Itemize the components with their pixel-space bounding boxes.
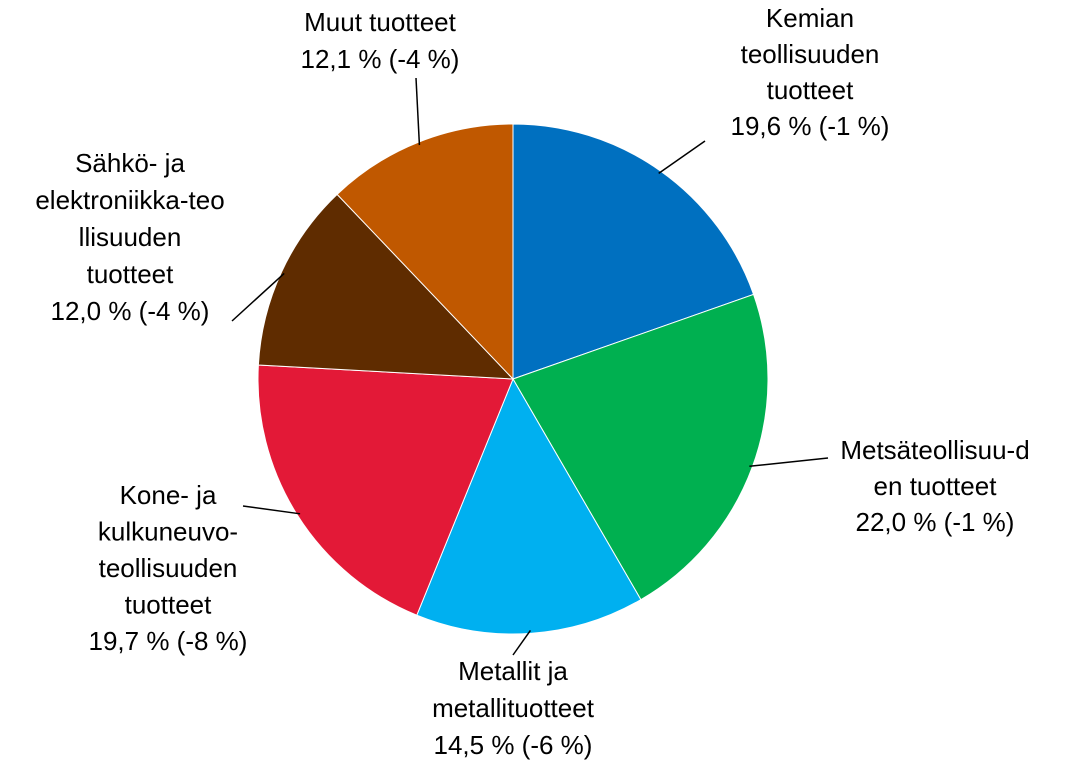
slice-label: teollisuuden: [99, 553, 238, 583]
slice-label: Muut tuotteet: [304, 7, 457, 37]
slice-label: elektroniikka-teo: [35, 185, 224, 215]
leader-line: [749, 457, 829, 468]
value-label: 14,5 % (-6 %): [434, 730, 593, 760]
value-label: 19,6 % (-1 %): [731, 111, 890, 141]
slice-label: tuotteet: [87, 259, 175, 289]
value-label: 19,7 % (-8 %): [89, 626, 248, 656]
leader-line: [231, 272, 285, 322]
leader-line: [512, 629, 532, 656]
slice-label: kulkuneuvo-: [98, 516, 238, 546]
pie-slice: [336, 123, 514, 381]
slice-label: Sähkö- ja: [75, 148, 185, 178]
leader-line: [415, 77, 421, 146]
value-label: 12,0 % (-4 %): [51, 296, 210, 326]
pie-slice: [512, 293, 769, 601]
pie-slice: [257, 364, 514, 616]
pie-slice: [257, 193, 515, 380]
slice-label: tuotteet: [767, 75, 855, 105]
pie-slice: [416, 377, 642, 635]
value-label: 22,0 % (-1 %): [856, 507, 1015, 537]
value-label: 12,1 % (-4 %): [301, 44, 460, 74]
slice-label: tuotteet: [125, 589, 213, 619]
slice-label: llisuuden: [79, 222, 182, 252]
slice-label: teollisuuden: [741, 39, 880, 69]
slice-label: Kemian: [766, 3, 854, 33]
slice-label: en tuotteet: [874, 471, 998, 501]
slice-label: Metsäteollisuu-d: [840, 435, 1029, 465]
leader-line: [242, 505, 301, 515]
slice-label: metallituotteet: [432, 693, 595, 723]
slice-label: Metallit ja: [458, 656, 568, 686]
leader-line: [658, 140, 706, 174]
slice-label: Kone- ja: [120, 480, 217, 510]
